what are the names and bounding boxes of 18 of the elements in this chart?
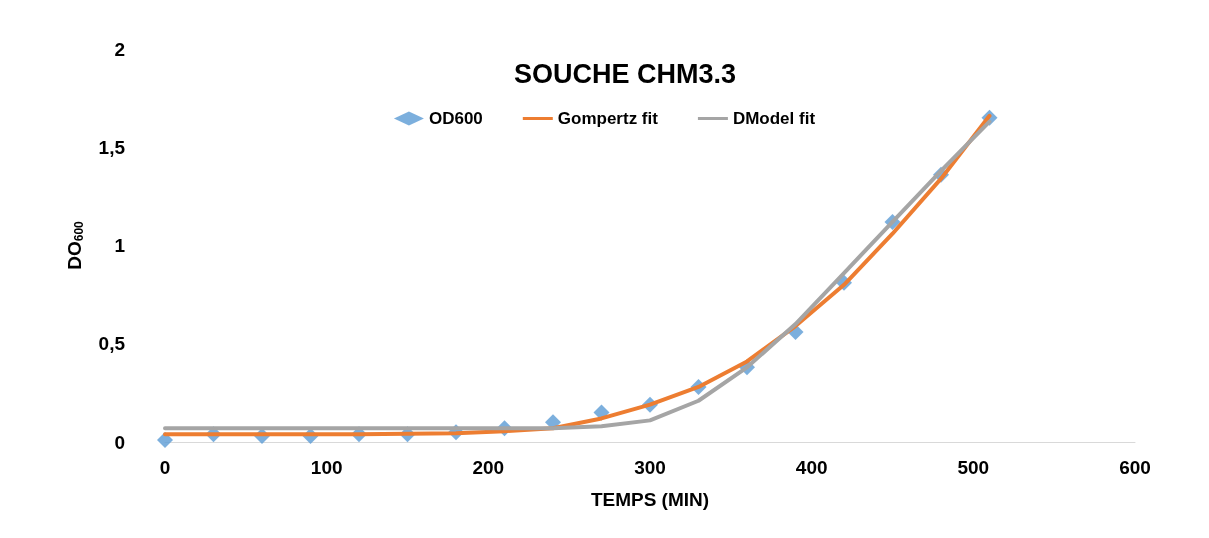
y-tick-label: 2: [114, 38, 125, 60]
x-tick-label: 100: [310, 457, 343, 478]
x-axis-title: TEMPS (MIN): [590, 489, 710, 510]
x-tick-label: 500: [957, 457, 990, 478]
x-tick-label: 200: [472, 457, 505, 478]
y-tick-label: 1,5: [98, 136, 126, 158]
x-tick-label: 0: [159, 457, 171, 478]
legend-label: DModel fit: [732, 109, 816, 128]
y-axis-title: DO600: [63, 220, 86, 270]
x-tick-label: 600: [1119, 457, 1151, 478]
legend-label: Gompertz fit: [557, 109, 659, 128]
legend-label: OD600: [428, 109, 483, 128]
y-tick-label: 0: [114, 431, 125, 453]
y-tick-label: 1: [114, 235, 126, 256]
chart-title: SOUCHE CHM3.3: [513, 58, 737, 89]
x-tick-label: 300: [634, 457, 666, 478]
y-tick-label: 0,5: [98, 333, 126, 355]
x-tick-label: 400: [795, 457, 828, 478]
